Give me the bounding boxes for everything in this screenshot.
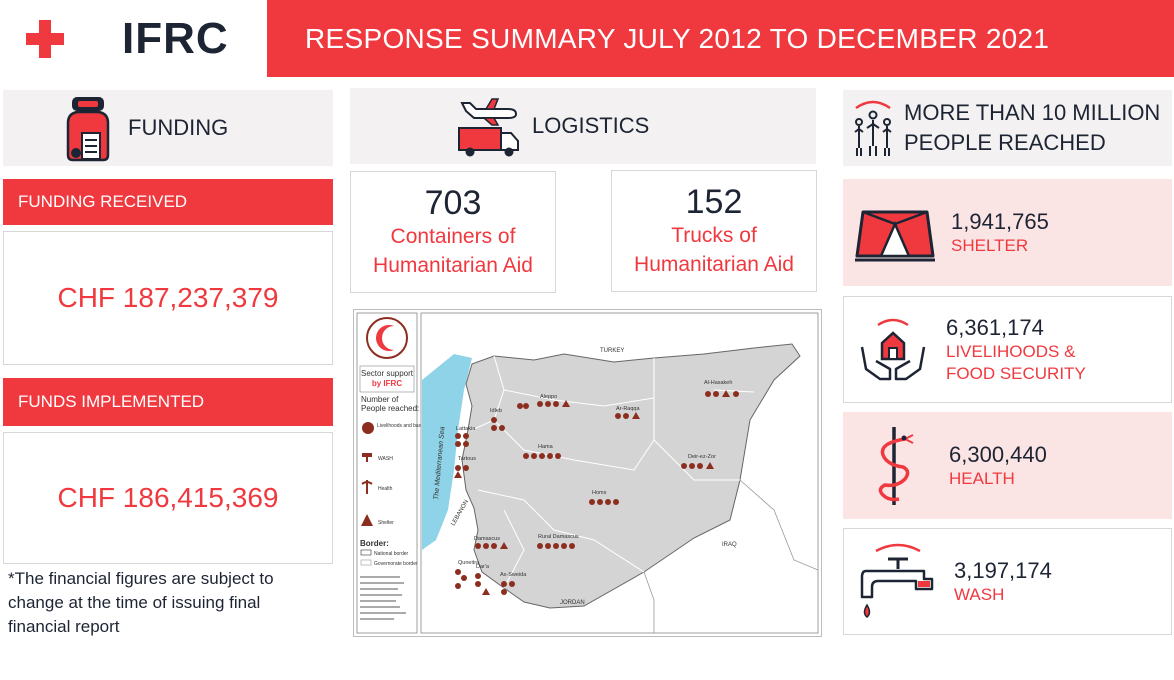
reached-header: MORE THAN 10 MILLION PEOPLE REACHED <box>843 90 1172 166</box>
tent-icon <box>855 210 935 261</box>
containers-stat: 703 Containers of Humanitarian Aid <box>350 171 556 293</box>
page-title: RESPONSE SUMMARY JULY 2012 TO DECEMBER 2… <box>305 22 1050 54</box>
health-legend-icon <box>361 480 373 494</box>
gov-hama: Hama <box>538 444 554 450</box>
syrian-red-crescent-logo <box>366 317 408 359</box>
red-cross-crescent-icon <box>26 19 96 58</box>
legend-title-line1: Sector support <box>361 369 414 378</box>
gov-aleppo: Aleppo <box>540 394 557 400</box>
legend-item-shelter: Shelter <box>378 520 394 526</box>
trucks-label-line2: Humanitarian Aid <box>634 253 794 276</box>
syria-landmass <box>461 343 801 609</box>
gov-ar-raqqa: Ar-Raqqa <box>616 406 640 412</box>
gov-al-hasakeh: Al-Hasakeh <box>704 380 732 386</box>
livelihoods-label-line2: FOOD SECURITY <box>946 363 1086 383</box>
funding-received-amount: CHF 187,237,379 <box>57 282 279 313</box>
country-iraq: IRAQ <box>722 542 737 548</box>
people-reached-icon <box>854 100 892 156</box>
shelter-value: 1,941,765 <box>951 208 1049 234</box>
header-band: RESPONSE SUMMARY JULY 2012 TO DECEMBER 2… <box>267 0 1174 77</box>
gov-lattakia: Lattakia <box>456 426 476 432</box>
health-label: HEALTH <box>949 468 1015 488</box>
gov-tartous: Tartous <box>458 456 476 462</box>
reached-title-line1: MORE THAN 10 MILLION <box>904 100 1161 125</box>
trucks-stat: 152 Trucks of Humanitarian Aid <box>611 170 817 292</box>
legend-border-governorate: Governorate border <box>374 561 418 567</box>
legend-people-line1: Number of <box>361 395 399 404</box>
wash-label: WASH <box>954 584 1005 604</box>
containers-label-line2: Humanitarian Aid <box>373 254 533 277</box>
sector-icons <box>454 390 739 595</box>
livelihoods-legend-icon <box>362 422 374 434</box>
logo-text: IFRC <box>122 13 229 63</box>
medical-staff-icon <box>878 426 914 505</box>
wash-value: 3,197,174 <box>954 557 1052 583</box>
hands-house-icon <box>860 318 926 380</box>
legend-people-line2: People reached: <box>361 404 419 413</box>
logistics-title: LOGISTICS <box>532 113 650 138</box>
mediterranean-sea <box>422 354 472 550</box>
financial-note: *The financial figures are subject to ch… <box>8 569 274 636</box>
funding-received-box: CHF 187,237,379 <box>3 231 333 365</box>
country-turkey: TURKEY <box>600 348 624 354</box>
health-stat: 6,300,440 HEALTH <box>843 412 1172 519</box>
gov-dara: Dar'a <box>476 564 490 570</box>
containers-label-line1: Containers of <box>390 225 516 248</box>
shelter-label: SHELTER <box>951 235 1029 255</box>
shelter-stat: 1,941,765 SHELTER <box>843 179 1172 286</box>
gov-damascus: Damascus <box>474 536 500 542</box>
legend-border-title: Border: <box>360 539 389 548</box>
funds-implemented-label: FUNDS IMPLEMENTED <box>3 378 333 426</box>
gov-homs: Homs <box>592 490 607 496</box>
header-logo-area: IFRC <box>0 0 267 77</box>
gov-quneitra: Quneitra <box>458 560 480 566</box>
containers-value: 703 <box>424 184 482 222</box>
water-tap-icon <box>860 543 934 618</box>
reached-title-line2: PEOPLE REACHED <box>904 130 1106 155</box>
gov-idleb: Idleb <box>490 408 502 414</box>
funding-header: FUNDING <box>3 90 333 166</box>
shelter-legend-icon <box>361 514 373 526</box>
syria-map: Sector support by IFRC Number of People … <box>353 309 822 637</box>
trucks-value: 152 <box>685 183 743 221</box>
livelihoods-label-line1: LIVELIHOODS & <box>946 341 1076 361</box>
funds-implemented-amount: CHF 186,415,369 <box>57 482 279 513</box>
health-value: 6,300,440 <box>949 441 1047 467</box>
legend-item-livelihoods: Livelihoods and basic needs <box>377 423 440 429</box>
gov-as-sweida: As-Sweida <box>500 572 527 578</box>
country-jordan: JORDAN <box>560 600 585 606</box>
gov-rural-damascus: Rural Damascus <box>538 534 579 540</box>
funding-received-label: FUNDING RECEIVED <box>3 179 333 225</box>
legend-item-health: Health <box>378 486 393 492</box>
funds-implemented-box: CHF 186,415,369 <box>3 432 333 564</box>
plane-truck-icon <box>458 98 519 157</box>
logistics-header: LOGISTICS <box>350 88 816 164</box>
funding-title: FUNDING <box>128 115 229 140</box>
money-bag-icon <box>66 97 110 162</box>
legend-title-line2: by IFRC <box>372 379 402 388</box>
livelihoods-stat: 6,361,174 LIVELIHOODS & FOOD SECURITY <box>843 296 1172 403</box>
wash-stat: 3,197,174 WASH <box>843 528 1172 635</box>
trucks-label-line1: Trucks of <box>671 224 757 247</box>
gov-deir-ez-zor: Deir-ez-Zor <box>688 454 716 460</box>
livelihoods-value: 6,361,174 <box>946 314 1044 340</box>
wash-legend-icon <box>362 453 372 462</box>
legend-item-wash: WASH <box>378 456 393 462</box>
legend-border-national: National border <box>374 551 409 557</box>
